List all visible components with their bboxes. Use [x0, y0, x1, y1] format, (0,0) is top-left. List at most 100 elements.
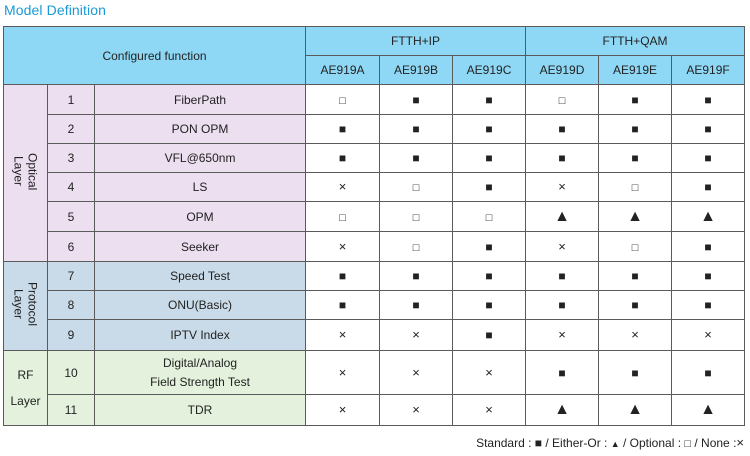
symbol-icon: ■ [338, 269, 347, 283]
header-group-ftth-qam: FTTH+QAM [525, 26, 746, 56]
cell-symbol: ■ [452, 319, 527, 351]
function-name: Digital/Analog Field Strength Test [93, 350, 307, 395]
symbol-icon: ■ [704, 365, 712, 380]
function-name: PON OPM [93, 114, 307, 144]
cell-symbol: ■ [598, 350, 673, 395]
cell-symbol: □ [379, 172, 454, 202]
cell-symbol: ▲ [671, 201, 746, 232]
symbol-icon: ■ [412, 269, 420, 283]
legend-standard-label: Standard : [476, 436, 532, 450]
symbol-icon: ■ [485, 151, 493, 165]
symbol-icon: ■ [485, 328, 493, 342]
symbol-icon: ■ [631, 92, 639, 107]
cell-symbol: × [452, 394, 527, 426]
table-row: 3 VFL@650nm ■ ■ ■ ■ ■ ■ [4, 143, 746, 173]
row-number: 8 [47, 290, 95, 320]
symbol-icon: ■ [704, 298, 712, 312]
cell-symbol: × [305, 172, 381, 202]
symbol-icon: × [558, 238, 566, 254]
model-definition-table: Configured function FTTH+IP FTTH+QAM AE9… [2, 26, 746, 426]
symbol-icon: ■ [338, 122, 347, 136]
cell-symbol: ■ [452, 114, 527, 144]
symbol-icon: ■ [631, 122, 639, 136]
cell-symbol: × [305, 319, 381, 351]
row-number: 6 [47, 231, 95, 262]
cell-symbol: □ [305, 201, 381, 232]
table-row: Protocol Layer 7 Speed Test ■ ■ ■ ■ ■ ■ [3, 261, 746, 351]
symbol-icon: ■ [338, 298, 347, 312]
cell-symbol: □ [452, 201, 527, 232]
legend-none-icon: × [736, 435, 744, 450]
symbol-icon: ■ [558, 269, 566, 283]
cell-symbol: ▲ [525, 201, 600, 232]
cell-symbol: × [305, 350, 381, 395]
header-model: AE919C [452, 55, 527, 85]
symbol-icon: × [338, 238, 347, 254]
header-model: AE919D [525, 55, 600, 85]
header-configured-function: Configured function [2, 26, 307, 85]
symbol-icon: ■ [704, 151, 712, 165]
symbol-icon: × [485, 364, 493, 380]
row-number: 10 [47, 350, 95, 395]
cell-symbol: × [525, 231, 600, 262]
cell-symbol: ■ [379, 114, 454, 144]
legend-standard-icon: ■ [534, 436, 543, 450]
symbol-legend: Standard : ■ / Either-Or : ▲ / Optional … [476, 436, 744, 450]
cell-symbol: ▲ [598, 201, 673, 232]
cell-symbol: × [379, 319, 454, 351]
layer-optical: Optical Layer [3, 84, 48, 262]
symbol-icon: × [558, 179, 566, 194]
row-number: 2 [47, 114, 95, 144]
table-row: 4 LS × □ ■ × □ ■ [4, 172, 746, 202]
symbol-icon: × [338, 179, 347, 194]
cell-symbol: ■ [598, 84, 673, 115]
cell-symbol: ■ [452, 231, 527, 262]
legend-optional-label: / Optional : [623, 436, 682, 450]
cell-symbol: □ [598, 172, 673, 202]
symbol-icon: ▲ [554, 207, 570, 225]
symbol-icon: ■ [558, 365, 566, 380]
cell-symbol: □ [379, 201, 454, 232]
symbol-icon: × [338, 327, 347, 342]
table-row: 9 IPTV Index × × ■ × × × [4, 319, 746, 351]
symbol-icon: ▲ [700, 207, 716, 225]
cell-symbol: □ [379, 231, 454, 262]
cell-symbol: ■ [598, 290, 673, 320]
cell-symbol: ■ [598, 261, 673, 291]
cell-symbol: ■ [598, 143, 673, 173]
symbol-icon: □ [631, 241, 639, 254]
cell-symbol: × [525, 319, 600, 351]
cell-symbol: ■ [305, 290, 381, 320]
symbol-icon: ■ [485, 269, 493, 283]
legend-optional-icon: □ [684, 438, 692, 450]
cell-symbol: ■ [379, 261, 454, 291]
symbol-icon: ■ [485, 180, 493, 194]
symbol-icon: ■ [485, 92, 493, 107]
symbol-icon: ▲ [700, 401, 716, 418]
legend-either-icon: ▲ [610, 439, 620, 449]
cell-symbol: ■ [452, 290, 527, 320]
row-number: 7 [47, 261, 95, 291]
row-number: 11 [47, 394, 95, 426]
layer-label-line1: RF [17, 368, 34, 382]
cell-symbol: ■ [452, 84, 527, 115]
layer-protocol: Protocol Layer [3, 261, 48, 351]
page-title: Model Definition [4, 2, 106, 18]
symbol-icon: ■ [485, 298, 493, 312]
cell-symbol: ■ [671, 261, 746, 291]
cell-symbol: ■ [525, 143, 600, 173]
symbol-icon: × [412, 364, 420, 380]
symbol-icon: ■ [704, 122, 712, 136]
cell-symbol: ▲ [525, 394, 600, 426]
cell-symbol: × [379, 350, 454, 395]
row-number: 1 [47, 84, 95, 115]
cell-symbol: × [671, 319, 746, 351]
symbol-icon: ■ [412, 122, 420, 136]
cell-symbol: × [379, 394, 454, 426]
table-row: 5 OPM □ □ □ ▲ ▲ ▲ [4, 201, 746, 232]
symbol-icon: × [412, 402, 420, 417]
cell-symbol: ■ [671, 143, 746, 173]
cell-symbol: ■ [379, 84, 454, 115]
cell-symbol: □ [598, 231, 673, 262]
function-name-line1: Digital/Analog [162, 355, 238, 370]
